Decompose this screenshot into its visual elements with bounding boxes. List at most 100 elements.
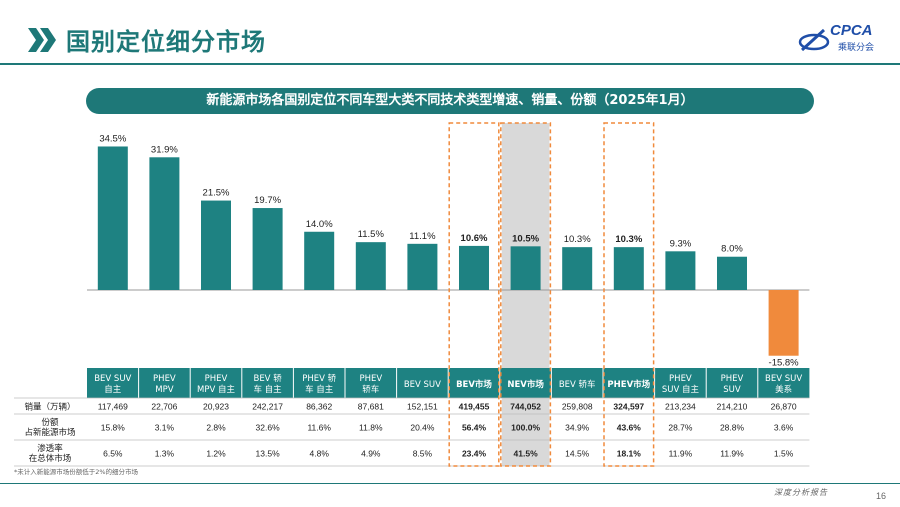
table-cell: 100.0% (511, 423, 540, 433)
table-cell: 34.9% (565, 423, 590, 433)
row-label: 渗透率 (37, 443, 63, 454)
table-cell: 86,362 (306, 402, 332, 412)
data-label: 11.5% (358, 229, 385, 240)
column-header: SUV 自主 (662, 384, 700, 395)
column-header: 美系 (775, 384, 792, 395)
data-label: 14.0% (306, 219, 333, 230)
footnote: *未计入新能源市场份额低于2%的细分市场 (14, 468, 139, 476)
table-cell: 1.2% (206, 449, 226, 459)
table-cell: 20.4% (410, 423, 435, 433)
bar (510, 246, 541, 290)
table-cell: 117,469 (98, 402, 128, 412)
table-cell: 41.5% (514, 449, 539, 459)
table-cell: 1.5% (774, 449, 794, 459)
table-cell: 214,210 (717, 402, 748, 412)
column-header: PHEV (669, 374, 692, 384)
table-cell: 15.8% (101, 423, 126, 433)
table-cell: 8.5% (413, 449, 433, 459)
double-chevron-icon (28, 28, 56, 52)
row-label: 销量（万辆） (24, 402, 75, 413)
footer-divider (0, 483, 900, 484)
row-label: 份额 (41, 417, 59, 428)
data-label: -15.8% (769, 358, 800, 369)
column-header: MPV 自主 (197, 384, 235, 395)
table-cell: 23.4% (462, 449, 487, 459)
bar (201, 200, 231, 290)
row-label: 在总体市场 (29, 453, 72, 464)
page-title: 国别定位细分市场 (66, 28, 266, 56)
table-cell: 11.6% (307, 423, 331, 433)
chart-banner: 新能源市场各国别定位不同车型大类不同技术类型增速、销量、份额（2025年1月） (86, 88, 814, 114)
bar (717, 256, 747, 290)
bar (665, 251, 696, 290)
table-cell: 56.4% (462, 423, 487, 433)
column-header: PHEV (153, 374, 176, 384)
cpca-logo-icon (798, 28, 830, 52)
chart-and-table: 34.5% 31.9% 21.5% 19.7% 14.0% 11.5% 11.1% 10.6%… (14, 122, 810, 467)
table-cell: 43.6% (617, 423, 642, 433)
table-cell: 28.8% (720, 423, 745, 433)
table-cell: 419,455 (459, 402, 490, 412)
data-label: 10.6% (461, 233, 488, 244)
bar (355, 242, 386, 290)
highlight-box (603, 122, 655, 467)
bar (768, 290, 799, 356)
footer-text: 深度分析报告 (774, 488, 828, 497)
column-header: BEV SUV (765, 374, 802, 384)
column-header: PHEV (359, 374, 382, 384)
data-label: 10.5% (512, 233, 539, 244)
table-cell: 22,706 (151, 402, 177, 412)
highlight-box (500, 122, 552, 467)
data-label: 9.3% (670, 238, 692, 249)
column-header: PHEV (721, 374, 744, 384)
column-header: BEV 轿 (253, 373, 282, 384)
column-header: BEV SUV (404, 380, 441, 390)
column-header: 车 自主 (305, 384, 334, 395)
data-label: 11.1% (409, 231, 436, 242)
column-header: BEV市场 (456, 379, 492, 390)
bar (304, 231, 335, 290)
column-header: 自主 (104, 384, 122, 395)
highlight-box (448, 122, 500, 467)
table-cell: 2.8% (206, 423, 226, 433)
row-label: 占新能源市场 (24, 427, 75, 438)
table-cell: 3.6% (774, 423, 794, 433)
bar (252, 208, 283, 290)
table-cell: 4.9% (361, 449, 381, 459)
data-label: 10.3% (564, 234, 591, 245)
bar (613, 247, 644, 290)
data-label: 19.7% (254, 195, 281, 206)
table-cell: 152,151 (407, 402, 438, 412)
nev-highlight-shade (501, 123, 550, 466)
column-header: SUV (723, 385, 741, 395)
table-cell: 20,923 (203, 402, 229, 412)
table-cell: 11.9% (720, 449, 744, 459)
column-header: BEV SUV (94, 374, 131, 384)
page-number: 16 (876, 491, 887, 501)
bar (149, 157, 180, 290)
logo-subtitle: 乘联分会 (838, 43, 875, 53)
table-cell: 32.6% (256, 423, 281, 433)
table-cell: 26,870 (771, 402, 797, 412)
column-header: BEV 轿车 (559, 379, 596, 390)
data-label: 34.5% (99, 133, 126, 144)
table-cell: 28.7% (668, 423, 693, 433)
table-cell: 18.1% (617, 449, 642, 459)
data-label: 8.0% (721, 244, 743, 255)
data-label: 10.3% (615, 234, 642, 245)
table-cell: 213,234 (665, 402, 696, 412)
column-header: NEV市场 (507, 379, 544, 390)
logo-text: CPCA (830, 22, 873, 39)
table-cell: 242,217 (252, 402, 283, 412)
data-label: 31.9% (151, 144, 178, 155)
table-cell: 11.8% (359, 423, 383, 433)
data-label: 21.5% (203, 188, 230, 199)
column-header: MPV (155, 385, 173, 395)
table-cell: 11.9% (669, 449, 693, 459)
table-cell: 324,597 (613, 402, 644, 412)
column-header: PHEV (205, 374, 228, 384)
table-cell: 14.5% (565, 449, 590, 459)
table-cell: 744,052 (510, 402, 541, 412)
table-cell: 4.8% (310, 449, 330, 459)
table-cell: 3.1% (155, 423, 175, 433)
